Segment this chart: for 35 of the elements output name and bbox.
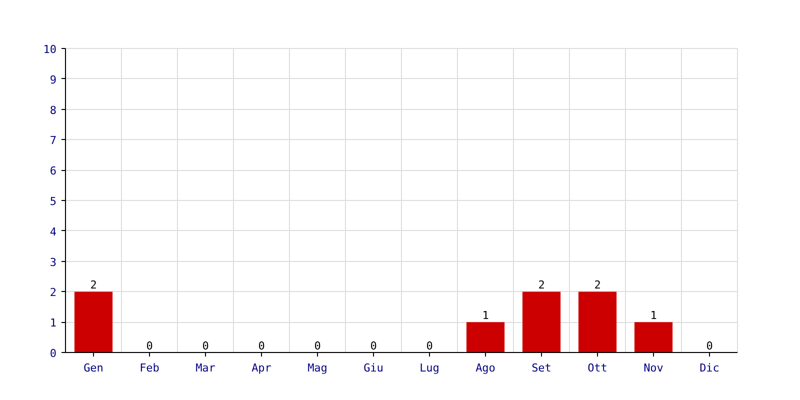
y-tick-label: 0 bbox=[50, 347, 56, 360]
x-tick-label: Giu bbox=[364, 362, 384, 374]
data-label: 2 bbox=[90, 278, 97, 292]
x-tick-label: Apr bbox=[252, 362, 272, 374]
x-tick-label: Mar bbox=[196, 362, 216, 374]
data-label: 0 bbox=[706, 340, 713, 352]
x-tick-label: Gen bbox=[84, 362, 104, 374]
data-label: 0 bbox=[426, 340, 433, 352]
y-tick-label: 6 bbox=[50, 164, 56, 178]
data-label: 0 bbox=[146, 340, 153, 352]
y-tick-label: 10 bbox=[43, 43, 57, 56]
y-tick-label: 8 bbox=[50, 104, 56, 117]
x-tick-label: Dic bbox=[700, 362, 720, 374]
data-label: 0 bbox=[314, 340, 321, 352]
y-tick-label: 2 bbox=[50, 286, 56, 300]
x-tick-label: Set bbox=[532, 362, 552, 374]
y-tick-label: 7 bbox=[50, 134, 56, 148]
data-label: 1 bbox=[482, 309, 489, 322]
y-tick-label: 3 bbox=[50, 256, 56, 269]
y-tick-label: 9 bbox=[50, 73, 56, 86]
x-tick-label: Mag bbox=[308, 362, 328, 374]
data-label: 0 bbox=[202, 340, 209, 352]
x-tick-label: Ott bbox=[588, 362, 608, 374]
x-tick-label: Feb bbox=[140, 362, 160, 374]
y-tick-label: 1 bbox=[50, 316, 56, 330]
x-tick-label: Lug bbox=[420, 362, 440, 374]
data-label: 1 bbox=[650, 309, 657, 322]
data-label: 0 bbox=[258, 340, 265, 352]
data-label: 0 bbox=[370, 340, 377, 352]
y-tick-label: 5 bbox=[50, 195, 56, 208]
x-tick-label: Nov bbox=[644, 362, 664, 374]
data-label: 2 bbox=[538, 278, 545, 292]
data-label: 2 bbox=[594, 278, 601, 292]
y-tick-label: 4 bbox=[50, 225, 57, 238]
x-tick-label: Ago bbox=[476, 362, 496, 374]
